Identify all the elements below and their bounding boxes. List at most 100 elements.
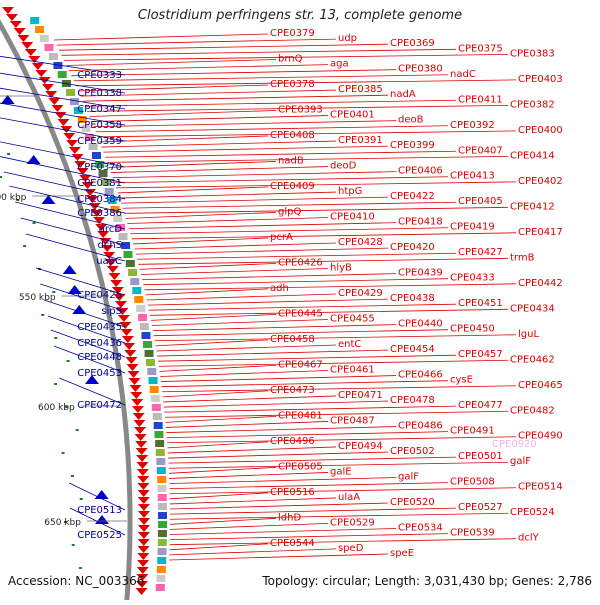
gene-label[interactable]: cysE: [450, 375, 473, 386]
gene-label[interactable]: CPE0451: [458, 298, 503, 309]
gene-label[interactable]: CPE0454: [390, 344, 435, 355]
gene-label[interactable]: CPE0406: [398, 166, 443, 177]
gene-label[interactable]: CPE0358: [77, 120, 122, 131]
gene-label[interactable]: hlyB: [330, 263, 352, 274]
gene-label[interactable]: CPE0383: [510, 48, 555, 59]
gene-label[interactable]: CPE0524: [510, 507, 555, 518]
gene-label[interactable]: CPE0381: [77, 178, 122, 189]
gene-label[interactable]: CPE0501: [458, 451, 503, 462]
gene-label[interactable]: CPE0453: [77, 368, 122, 379]
gene-label[interactable]: CPE0414: [510, 150, 555, 161]
gene-label[interactable]: CPE0405: [458, 196, 503, 207]
gene-label[interactable]: CPE0420: [390, 242, 435, 253]
gene-label[interactable]: galF: [398, 472, 419, 483]
gene-label[interactable]: CPE0472: [77, 400, 122, 411]
gene-label[interactable]: CPE0496: [270, 436, 315, 447]
gene-label[interactable]: dchS: [97, 240, 122, 251]
gene-label[interactable]: dclY: [518, 533, 540, 544]
gene-label[interactable]: CPE0433: [450, 273, 495, 284]
gene-label[interactable]: CPE0527: [458, 502, 503, 513]
gene-label[interactable]: pcrA: [270, 232, 293, 243]
gene-label[interactable]: trmB: [510, 252, 535, 263]
gene-label[interactable]: CPE0407: [458, 145, 503, 156]
gene-label[interactable]: CPE0534: [398, 523, 443, 534]
gene-label[interactable]: CPE0333: [77, 70, 122, 81]
gene-label[interactable]: CPE0434: [510, 303, 555, 314]
gene-label[interactable]: galF: [510, 456, 531, 467]
gene-label[interactable]: CPE0399: [390, 140, 435, 151]
gene-label[interactable]: uapC: [96, 256, 122, 267]
gene-label[interactable]: CPE0427: [458, 247, 503, 258]
gene-label[interactable]: CPE0428: [338, 237, 383, 248]
gene-label[interactable]: arcD: [99, 224, 123, 235]
gene-label[interactable]: CPE0413: [450, 171, 495, 182]
gene-label[interactable]: CPE0494: [338, 441, 383, 452]
gene-label[interactable]: CPE0487: [330, 415, 375, 426]
gene-label[interactable]: glpQ: [278, 206, 301, 217]
gene-label[interactable]: CPE0466: [398, 370, 443, 381]
gene-label[interactable]: CPE0440: [398, 319, 443, 330]
gene-label[interactable]: CPE0338: [77, 88, 122, 99]
gene-label[interactable]: htpG: [338, 186, 362, 197]
gene-label[interactable]: lguL: [518, 329, 539, 340]
gene-label[interactable]: CPE0393: [278, 104, 323, 115]
gene-label[interactable]: deoB: [398, 115, 424, 126]
gene-label[interactable]: speD: [338, 543, 364, 554]
gene-label[interactable]: CPE0419: [450, 222, 495, 233]
gene-label[interactable]: CPE0411: [458, 94, 503, 105]
gene-label[interactable]: CPE0408: [270, 130, 315, 141]
gene-label[interactable]: CPE0418: [398, 217, 443, 228]
gene-label[interactable]: nadB: [278, 155, 304, 166]
gene-label[interactable]: CPE0438: [390, 293, 435, 304]
gene-label[interactable]: CPE0502: [390, 446, 435, 457]
gene-label[interactable]: CPE0401: [330, 110, 375, 121]
gene-label[interactable]: CPE0410: [330, 212, 375, 223]
gene-label[interactable]: CPE0436: [77, 338, 122, 349]
gene-label[interactable]: sipS: [101, 306, 122, 317]
gene-label[interactable]: CPE0445: [278, 308, 323, 319]
gene-label[interactable]: CPE0455: [330, 313, 375, 324]
gene-label[interactable]: CPE0462: [510, 354, 555, 365]
gene-label[interactable]: CPE0525: [77, 530, 122, 541]
gene-label[interactable]: CPE0529: [330, 517, 375, 528]
gene-label[interactable]: CPE0417: [518, 227, 563, 238]
gene-label[interactable]: CPE0425: [77, 290, 122, 301]
gene-label[interactable]: CPE0505: [278, 461, 323, 472]
gene-label[interactable]: CPE0514: [518, 482, 563, 493]
gene-label[interactable]: nadA: [390, 89, 416, 100]
gene-label[interactable]: CPE0382: [510, 99, 555, 110]
gene-label[interactable]: CPE0544: [270, 538, 315, 549]
gene-label[interactable]: udp: [338, 33, 357, 44]
gene-label[interactable]: CPE0391: [338, 135, 383, 146]
gene-label[interactable]: CPE0370: [77, 162, 122, 173]
gene-label[interactable]: CPE0375: [458, 43, 503, 54]
gene-label[interactable]: CPE0378: [270, 79, 315, 90]
gene-label[interactable]: CPE0450: [450, 324, 495, 335]
gene-label[interactable]: aga: [330, 59, 349, 70]
gene-label[interactable]: CPE0359: [77, 136, 122, 147]
gene-label[interactable]: CPE0435: [77, 322, 122, 333]
gene-label[interactable]: CPE0491: [450, 426, 495, 437]
gene-label[interactable]: entC: [338, 339, 361, 350]
gene-label[interactable]: CPE0448: [77, 352, 122, 363]
gene-label[interactable]: CPE0458: [270, 334, 315, 345]
gene-label[interactable]: CPE0465: [518, 380, 563, 391]
gene-label[interactable]: adh: [270, 283, 289, 294]
highlighted-gene-label[interactable]: CPE0920: [492, 439, 537, 450]
gene-label[interactable]: CPE0461: [330, 364, 375, 375]
gene-label[interactable]: nadC: [450, 69, 476, 80]
gene-label[interactable]: CPE0426: [278, 257, 323, 268]
gene-label[interactable]: CPE0403: [518, 74, 563, 85]
gene-label[interactable]: CPE0457: [458, 349, 503, 360]
gene-label[interactable]: CPE0347: [77, 104, 122, 115]
gene-label[interactable]: CPE0429: [338, 288, 383, 299]
gene-label[interactable]: brnQ: [278, 53, 303, 64]
gene-label[interactable]: speE: [390, 548, 414, 559]
gene-label[interactable]: CPE0386: [77, 208, 122, 219]
gene-label[interactable]: CPE0520: [390, 497, 435, 508]
gene-label[interactable]: CPE0379: [270, 28, 315, 39]
gene-label[interactable]: CPE0539: [450, 528, 495, 539]
gene-label[interactable]: CPE0380: [398, 64, 443, 75]
gene-label[interactable]: CPE0384: [77, 194, 122, 205]
gene-label[interactable]: CPE0490: [518, 431, 563, 442]
